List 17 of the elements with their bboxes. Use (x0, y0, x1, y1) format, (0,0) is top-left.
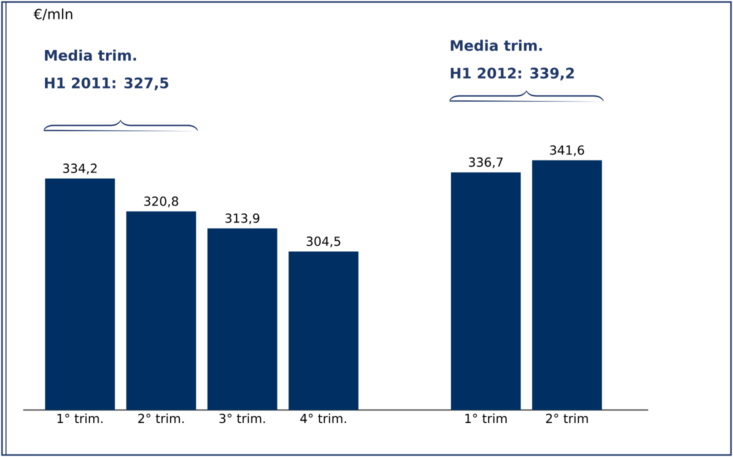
x-tick-label: 3° trim. (219, 414, 265, 424)
annotation: Media trim. (450, 40, 542, 51)
data-label: 334,2 (63, 164, 97, 174)
data-label: 336,7 (468, 157, 503, 168)
annotation: H1 2012: 339,2 (450, 68, 574, 80)
data-label: 304,5 (306, 236, 340, 248)
x-tick-label: 4° trim. (300, 414, 346, 423)
data-label: 320,8 (144, 196, 178, 208)
data-label: 341,6 (550, 145, 584, 156)
x-tick-label: 1° trim. (58, 414, 102, 423)
annotation: H1 2011: 327,5 (45, 77, 168, 90)
annotation: Media trim. (45, 50, 136, 61)
data-label: 313,9 (225, 213, 260, 224)
x-tick-label: 2° trim. (138, 414, 184, 423)
x-tick-label: 1° trim (465, 414, 507, 423)
y-axis-title: €/mln (34, 8, 72, 20)
x-tick-label: 2° trim (546, 414, 588, 423)
